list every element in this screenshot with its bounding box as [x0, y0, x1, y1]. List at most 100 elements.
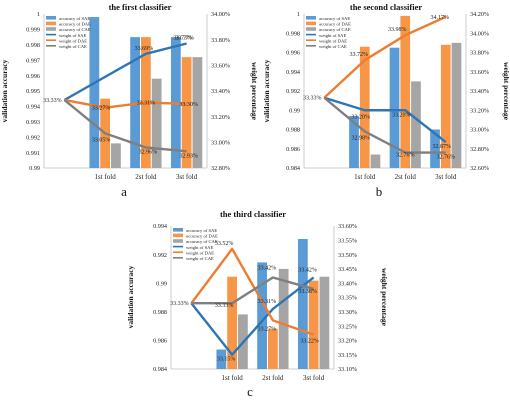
chart-title: the second classifier: [350, 2, 422, 12]
legend-label: accuracy of CAE: [59, 27, 91, 32]
y2-tick-label: 33.45%: [338, 266, 357, 273]
bar-accuracy-of-sae: [430, 129, 440, 168]
y-tick-label: 0.994: [286, 69, 300, 76]
legend-swatch: [173, 228, 183, 232]
y2-tick-label: 33.30%: [338, 309, 357, 316]
y-tick-label: 0.996: [286, 50, 300, 57]
bar-accuracy-of-cae: [151, 78, 162, 168]
y2-tick-label: 33.20%: [211, 114, 230, 121]
panel-label: b: [376, 184, 383, 199]
legend-swatch: [46, 27, 56, 31]
bar-accuracy-of-dae: [359, 46, 370, 168]
bar-accuracy-of-sae: [130, 37, 140, 168]
y-tick-label: 0.986: [153, 338, 167, 345]
y-tick-label: 0.993: [26, 119, 40, 126]
legend-swatch: [306, 27, 316, 31]
data-label: 32.87%: [433, 144, 452, 150]
legend-label: accuracy of CAE: [319, 27, 351, 32]
y2-tick-label: 32.80%: [211, 165, 230, 172]
legend-label: weight of SAE: [186, 245, 213, 250]
data-label: 33.33%: [170, 301, 189, 307]
y2-tick-label: 33.60%: [211, 63, 230, 70]
y2-tick-label: 34.20%: [470, 11, 489, 18]
y-tick-label: 0.992: [286, 88, 300, 95]
y2-tick-label: 33.00%: [211, 140, 230, 147]
legend-swatch: [306, 21, 316, 26]
y2-tick-label: 33.55%: [338, 238, 357, 245]
data-label: 33.15%: [217, 357, 236, 363]
y-tick-label: 0.991: [26, 150, 40, 157]
y-tick-label: 1: [297, 11, 300, 18]
data-label: 33.52%: [215, 241, 234, 247]
legend-swatch: [173, 233, 183, 238]
x-tick-label: 3st fold: [435, 173, 457, 181]
legend-label: accuracy of CAE: [186, 239, 218, 244]
chart-title: the third classifier: [220, 209, 286, 219]
bar-accuracy-of-cae: [451, 42, 462, 168]
x-tick-label: 2st fold: [262, 374, 284, 382]
y2-tick-label: 33.60%: [338, 223, 357, 230]
legend-swatch: [306, 16, 316, 20]
legend-swatch: [46, 21, 56, 26]
y-tick-label: 0.988: [153, 309, 167, 316]
legend-label: accuracy of SAE: [59, 16, 90, 21]
data-label: 33.31%: [258, 299, 277, 305]
y-tick-label: 0.984: [153, 366, 167, 373]
data-label: 33.31%: [137, 101, 156, 107]
legend-label: accuracy of SAE: [186, 228, 217, 233]
x-tick-label: 1st fold: [95, 173, 117, 181]
line-weight-of-dae: [64, 98, 187, 109]
legend-label: weight of DAE: [319, 38, 347, 43]
line-weight-of-sae: [323, 96, 447, 143]
y2-axis-label: weight percentage: [380, 268, 389, 327]
x-tick-label: 2st fold: [135, 173, 157, 181]
y2-tick-label: 33.15%: [338, 352, 357, 359]
legend-label: weight of SAE: [59, 33, 86, 38]
legend-swatch: [46, 16, 56, 20]
x-tick-label: 1st fold: [222, 374, 244, 382]
data-label: 33.42%: [298, 267, 317, 273]
y-tick-label: 0.986: [286, 146, 300, 153]
line-weight-of-sae: [190, 276, 315, 356]
data-label: 33.05%: [92, 137, 111, 143]
bar-accuracy-of-dae: [308, 280, 319, 369]
x-tick-label: 1st fold: [354, 173, 376, 181]
x-tick-label: 3st fold: [303, 374, 325, 382]
y2-tick-label: 33.35%: [338, 295, 357, 302]
data-label: 33.33%: [303, 96, 322, 102]
bar-accuracy-of-cae: [411, 81, 421, 168]
y2-tick-label: 33.80%: [470, 50, 489, 57]
bar-accuracy-of-cae: [111, 143, 121, 168]
y2-tick-label: 32.80%: [470, 146, 489, 153]
y-tick-label: 0.995: [26, 88, 40, 95]
y2-tick-label: 34.00%: [470, 30, 489, 37]
panel-label: a: [121, 184, 127, 199]
bar-accuracy-of-dae: [227, 276, 238, 369]
legend-label: accuracy of DAE: [319, 22, 351, 27]
bar-accuracy-of-cae: [319, 276, 330, 369]
y-tick-label: 0.997: [26, 57, 40, 64]
y2-tick-label: 33.10%: [338, 366, 357, 373]
line-weight-of-dae: [323, 15, 447, 99]
y-tick-label: 0.994: [26, 104, 40, 111]
legend-label: weight of DAE: [59, 38, 87, 43]
y2-tick-label: 32.60%: [470, 165, 489, 172]
line-weight-of-cae: [63, 99, 187, 153]
data-label: 33.42%: [258, 265, 277, 271]
bar-accuracy-of-dae: [267, 328, 278, 369]
chart-panel-c: 0.984 0.986 0.988 0.99 0.992 0.994 33.10% 33.15…: [126, 209, 389, 399]
y-tick-label: 0.998: [26, 42, 40, 49]
legend-label: weight of SAE: [319, 33, 346, 38]
data-label: 33.20%: [352, 114, 371, 120]
y2-tick-label: 33.25%: [338, 323, 357, 330]
bar-accuracy-of-dae: [440, 44, 451, 168]
data-label: 32.93%: [179, 153, 198, 159]
legend-label: weight of DAE: [186, 250, 214, 255]
y-tick-label: 0.99: [156, 280, 167, 287]
y-axis-label: validation accuracy: [126, 265, 135, 328]
y2-tick-label: 33.20%: [338, 338, 357, 345]
y2-tick-label: 33.40%: [338, 280, 357, 287]
bar-accuracy-of-sae: [257, 262, 267, 369]
bar-accuracy-of-cae: [278, 268, 289, 369]
